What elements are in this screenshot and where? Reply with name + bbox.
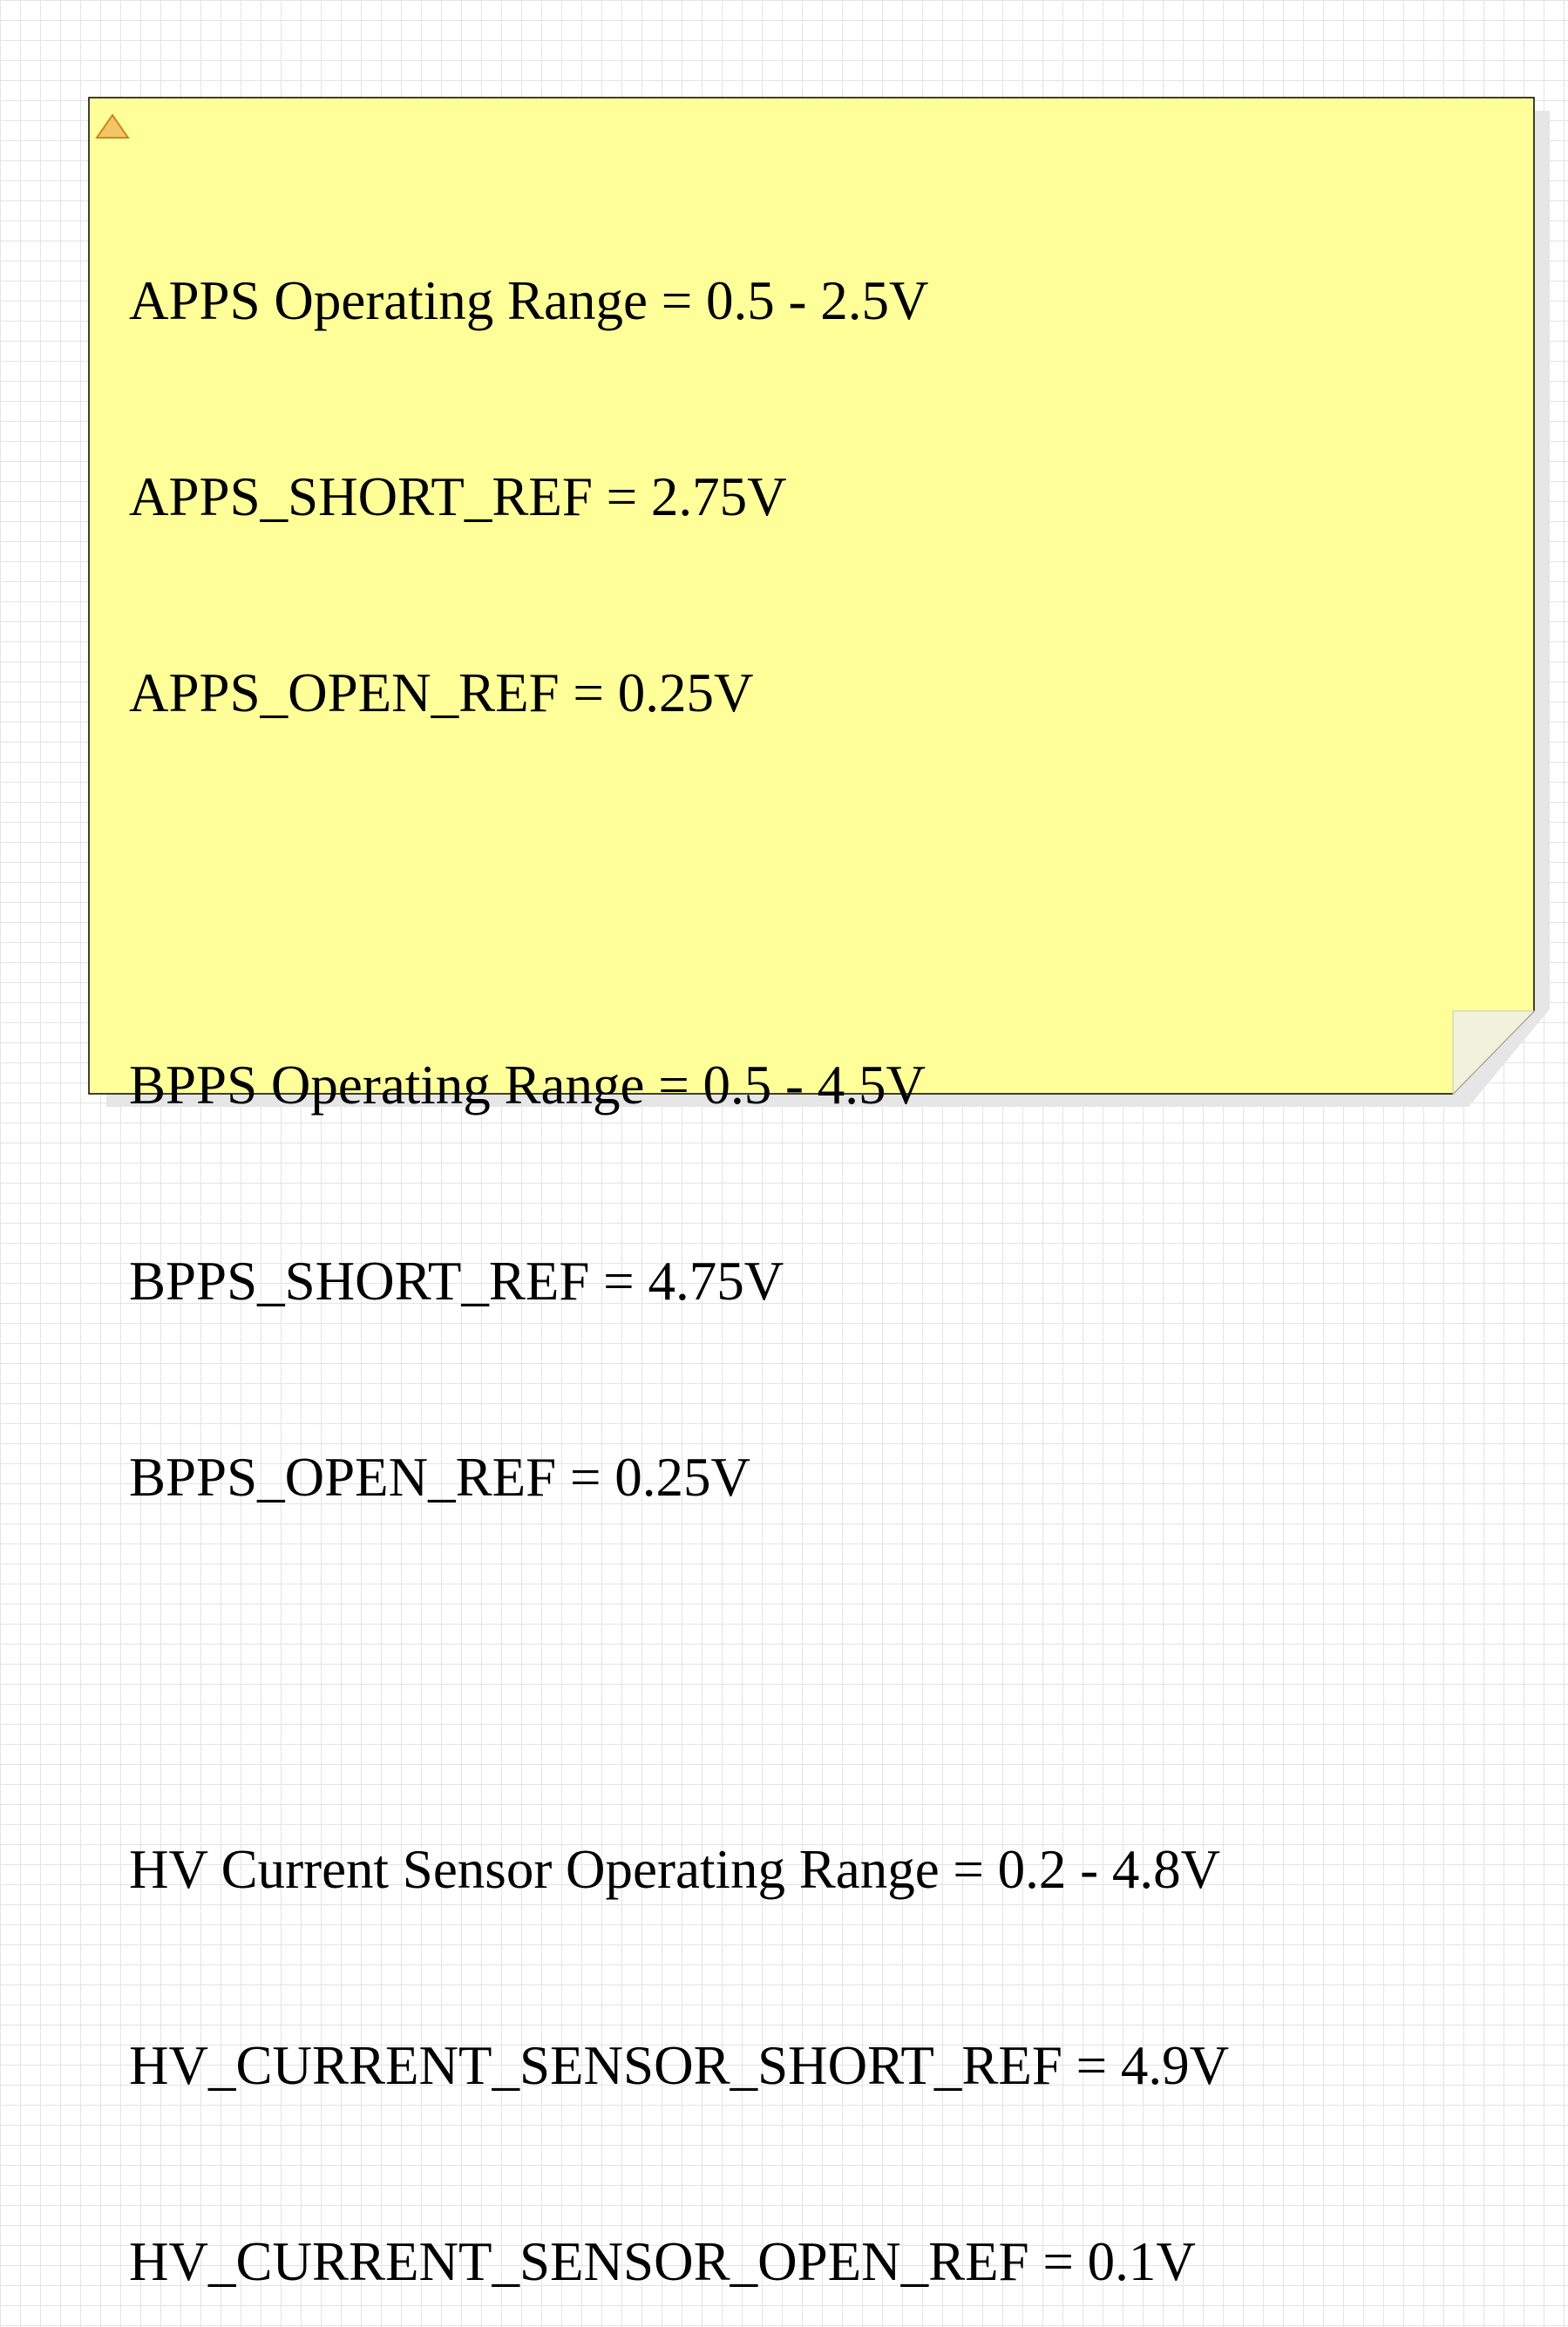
note-shape[interactable] <box>0 0 1568 1164</box>
note-line-bpps-range: BPPS Operating Range = 0.5 - 4.5V <box>129 1055 926 1116</box>
note-line-apps-open-ref: APPS_OPEN_REF = 0.25V <box>129 662 754 723</box>
note-line-bpps-short-ref: BPPS_SHORT_REF = 4.75V <box>129 1251 784 1312</box>
note-line-hv-open-ref: HV_CURRENT_SENSOR_OPEN_REF = 0.1V <box>129 2231 1196 2292</box>
note-line-hv-range: HV Current Sensor Operating Range = 0.2 … <box>129 1839 1221 1900</box>
note-text: APPS Operating Range = 0.5 - 2.5V APPS_S… <box>129 138 1463 2327</box>
note-blank-line <box>129 1641 1463 1706</box>
note-line-apps-range: APPS Operating Range = 0.5 - 2.5V <box>129 270 929 331</box>
note-blank-line <box>129 857 1463 922</box>
note-line-hv-short-ref: HV_CURRENT_SENSOR_SHORT_REF = 4.9V <box>129 2035 1230 2096</box>
note-line-bpps-open-ref: BPPS_OPEN_REF = 0.25V <box>129 1447 750 1508</box>
warning-triangle-icon[interactable] <box>94 113 131 139</box>
note-folded-corner <box>1452 1010 1536 1096</box>
note-line-apps-short-ref: APPS_SHORT_REF = 2.75V <box>129 466 787 527</box>
